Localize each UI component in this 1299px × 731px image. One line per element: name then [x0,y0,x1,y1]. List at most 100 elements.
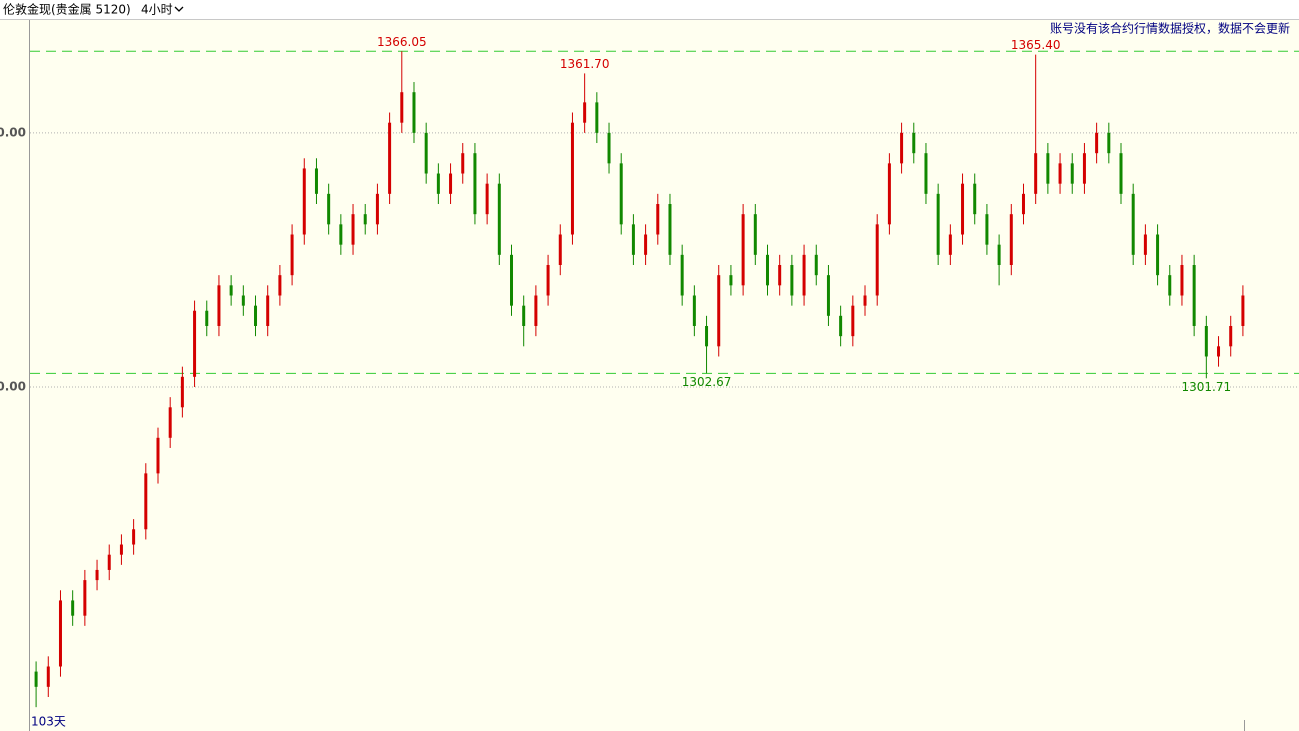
candle-body [863,295,867,306]
candle-body [741,214,745,286]
candle-body [826,275,830,316]
footer-label: 103天 [31,715,66,729]
price-annotation: 1366.05 [377,35,427,49]
candle-body [400,92,404,123]
candle-body [778,265,782,286]
candle-body [900,132,904,164]
candle-body [631,224,635,255]
candle-body [1046,153,1050,184]
candle-body [485,183,489,215]
candle-body [1241,295,1245,326]
candle-body [924,153,928,194]
candle-body [607,132,611,164]
candle-body [1082,153,1086,184]
candle-body [510,254,514,306]
candle-body [668,204,672,255]
candle-body [217,285,221,326]
candle-body [692,295,696,326]
candle-body [1192,265,1196,326]
candle-body [314,168,318,194]
candle-body [1229,325,1233,347]
candle-body [619,163,623,225]
notice: 账号没有该合约行情数据授权，数据不会更新 [1050,21,1290,36]
candle-body [790,265,794,296]
toolbar [0,0,1299,19]
period-chevron[interactable] [174,6,184,12]
candle-body [132,529,136,545]
candle-body [241,295,245,306]
price-annotation: 1361.70 [560,57,610,71]
candle-body [1009,214,1013,266]
candle-body [71,600,75,616]
candle-body [302,168,306,235]
candle-body [375,193,379,225]
candle-body [1058,163,1062,184]
candle-body [985,214,989,245]
candle-body [851,305,855,337]
candle-body [705,325,709,347]
candle-body [765,254,769,286]
candle-body [497,183,501,255]
candle-body [875,224,879,296]
price-annotation: 1301.71 [1182,380,1232,394]
candle-body [424,132,428,174]
candle-body [729,275,733,286]
candle-body [266,295,270,326]
candle-body [1168,275,1172,296]
period-selector[interactable]: 4小时 [141,3,173,17]
candle-body [83,580,87,616]
candle-body [570,122,574,235]
candle-body [461,153,465,174]
candle-body [1217,346,1221,357]
candle-body [58,600,62,667]
candle-body [290,234,294,276]
candle-body [997,244,1001,266]
candle-body [1204,325,1208,357]
candle-body [961,183,965,235]
candle-body [156,437,160,474]
candle-body [412,92,416,133]
candle-body [278,275,282,296]
candle-body [595,102,599,133]
candle-body [1034,153,1038,194]
candle-body [34,671,38,687]
candle-body [1107,132,1111,154]
y-tick-label: 1350.00 [0,125,26,139]
candle-body [436,173,440,194]
candle-body [558,234,562,266]
candle-body [1180,265,1184,296]
price-annotation: 1365.40 [1011,38,1061,52]
candle-body [802,254,806,296]
candle-body [912,132,916,154]
instrument-title: 伦敦金现(贵金属 5120) [3,2,131,17]
candle-body [644,234,648,255]
candle-body [107,554,111,570]
candle-body [1095,132,1099,154]
candle-body [814,254,818,276]
candle-body [887,163,891,225]
candle-body [522,305,526,326]
candle-body [193,310,197,377]
candle-body [948,234,952,255]
candle-body [1119,153,1123,194]
candle-body [229,285,233,296]
candle-body [680,254,684,296]
candle-body [449,173,453,194]
candle-body [717,275,721,347]
candle-body [1070,163,1074,184]
candle-body [656,204,660,235]
candle-body [936,193,940,255]
candle-body [119,544,123,555]
candle-body [839,315,843,337]
candle-body [973,183,977,215]
price-annotation: 1302.67 [682,375,732,389]
candle-body [1131,193,1135,255]
candle-body [1021,193,1025,215]
y-tick-label: 1300.00 [0,379,26,393]
candle-body [254,305,258,326]
candle-body [546,265,550,296]
candle-body [327,193,331,225]
candle-body [144,473,148,530]
candle-body [205,310,209,326]
